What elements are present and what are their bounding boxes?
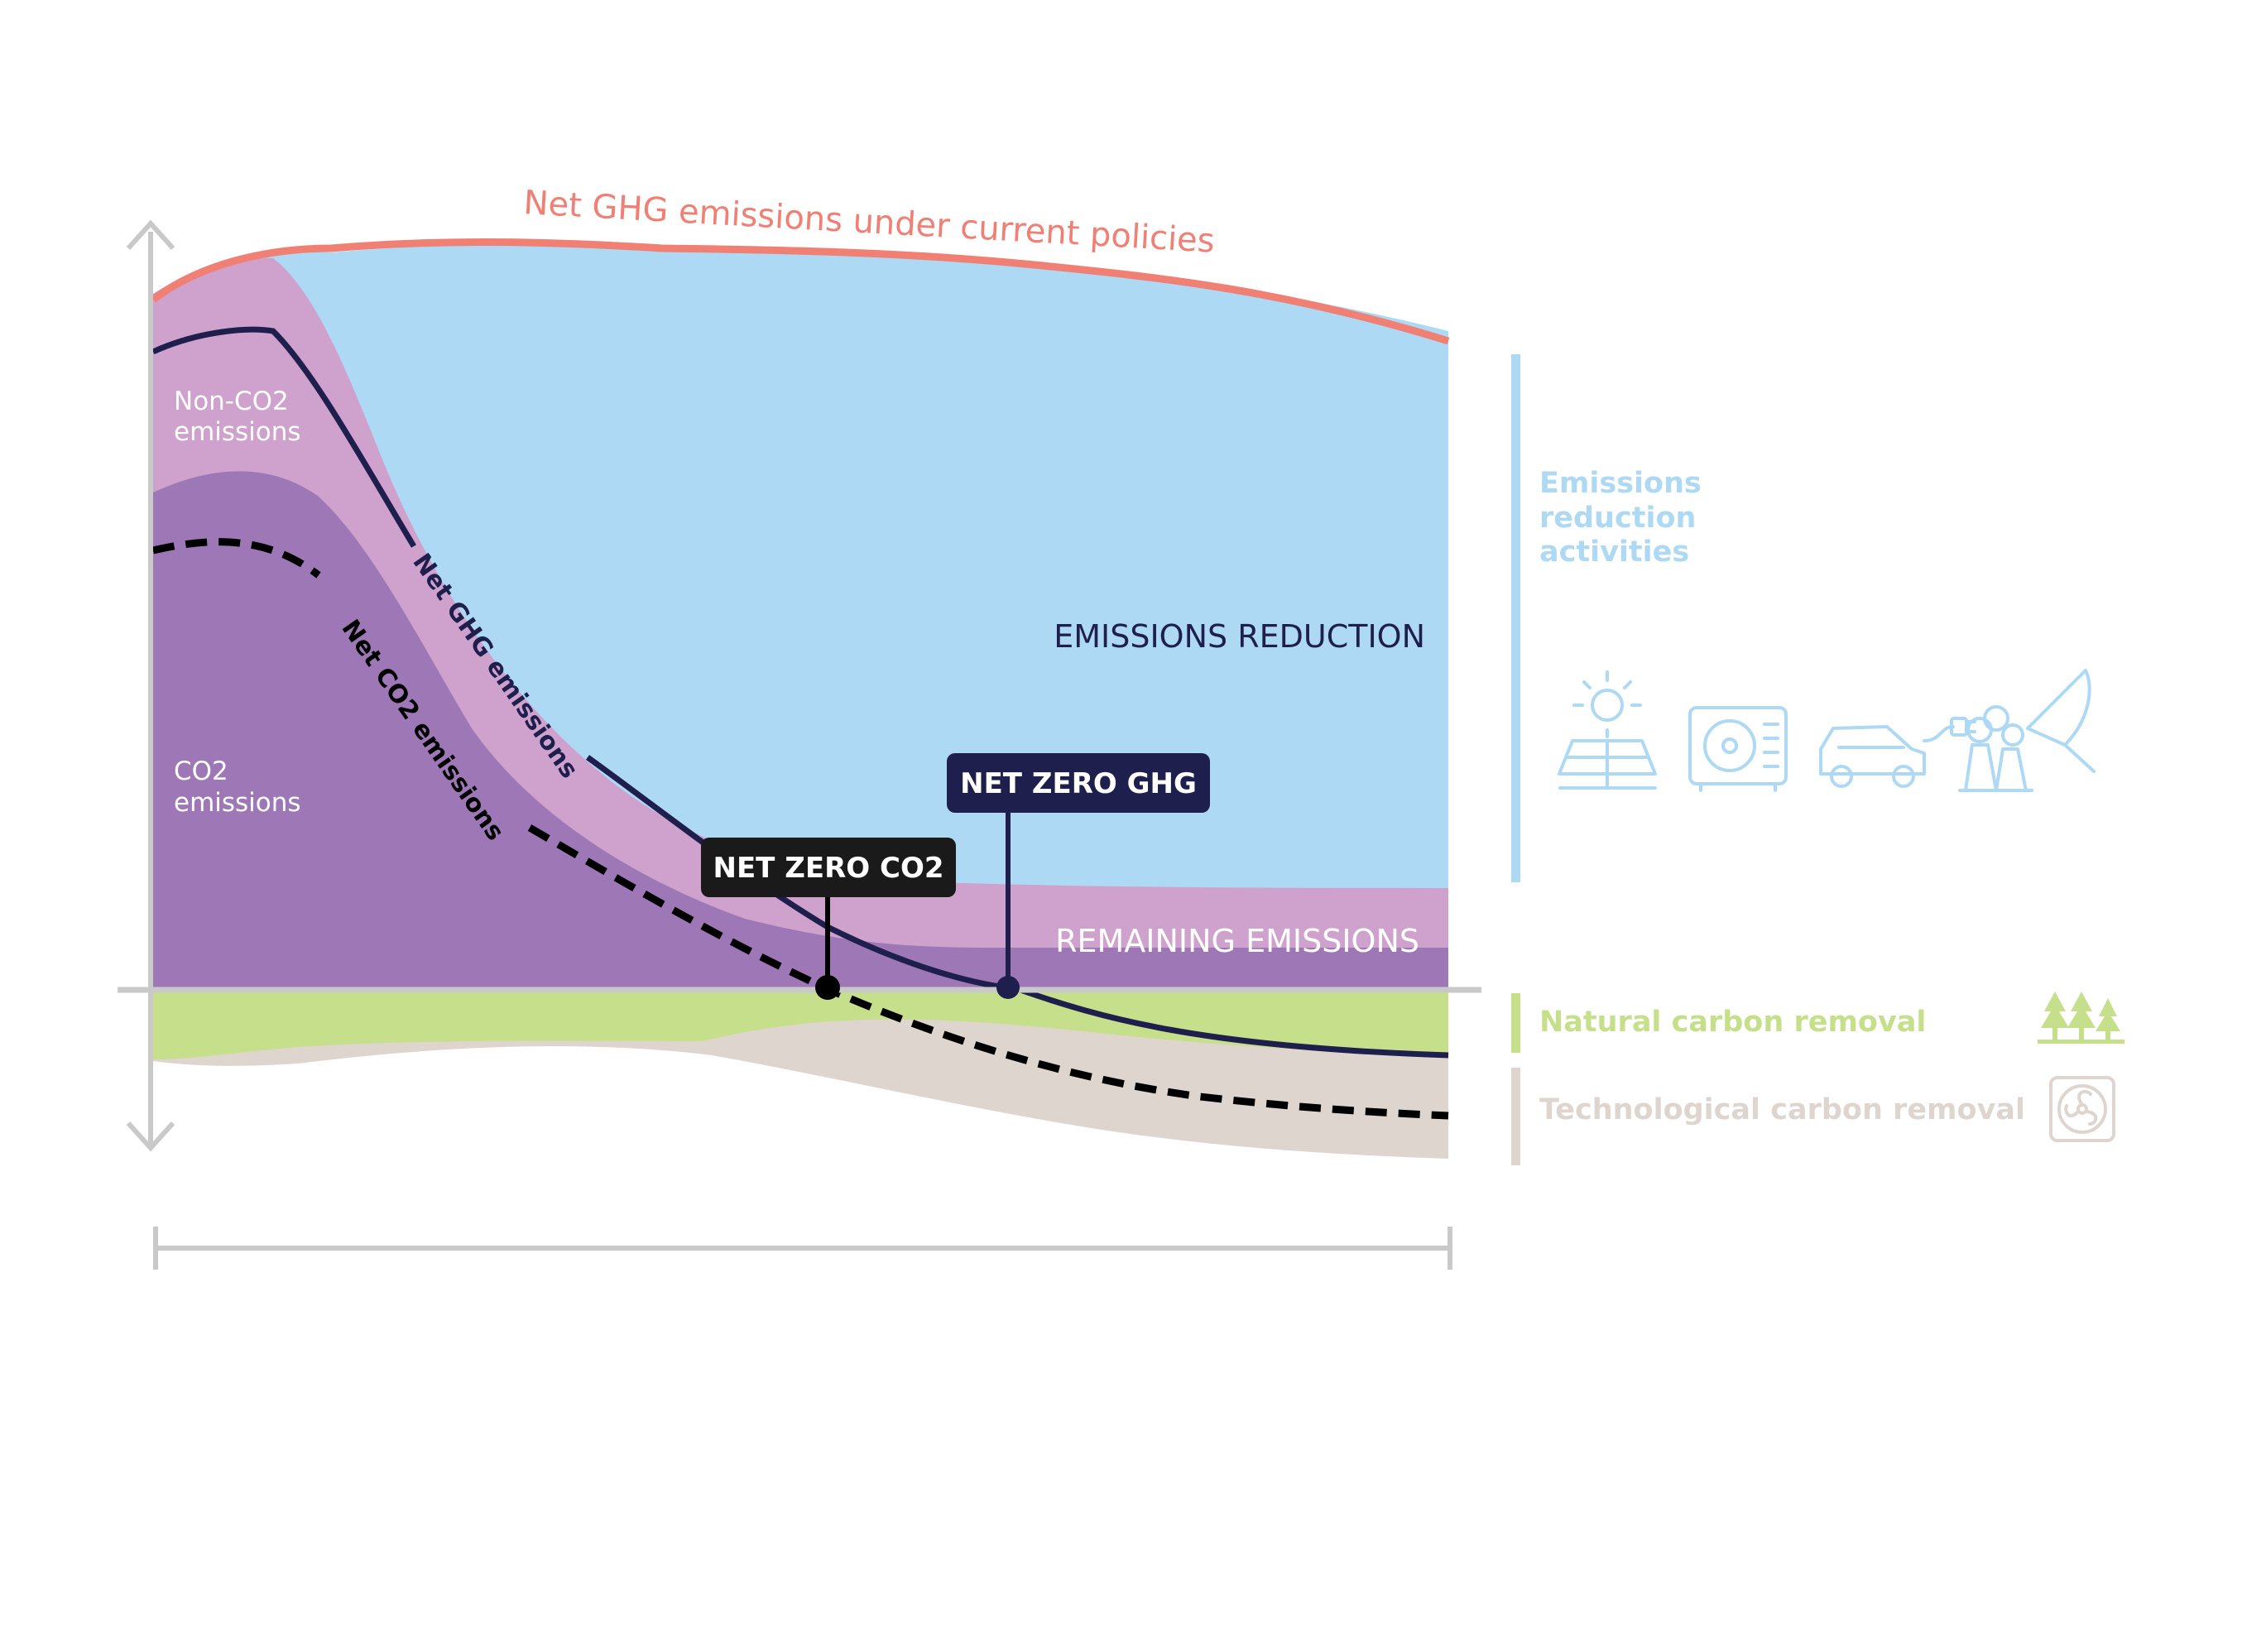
net-zero-ghg-point [996,976,1020,999]
net-co2-emissions-line-lower [527,824,1449,1120]
net-zero-ghg-label: NET ZERO GHG [960,767,1197,800]
natural-carbon-removal-area [153,991,1448,1059]
legend-natural-label: Natural carbon removal [1539,1006,1926,1039]
legend-natural-bar [1511,993,1520,1053]
legend-tech-label: Technological carbon removal [1539,1093,2025,1126]
fan-icon [2049,1076,2115,1142]
net-zero-co2-point [815,975,840,1000]
non-co2-label-line1: Non-CO2 [174,387,289,416]
y-axis-arrow-top [126,219,175,251]
net-zero-co2-badge [701,838,956,897]
industry-capture-icon [1958,669,2096,792]
legend-reduction-bar [1511,354,1520,882]
electric-car-icon [1819,717,1976,788]
co2-label-line2: emissions [174,788,301,818]
solar-panel-icon [1558,670,1657,790]
non-co2-label-line2: emissions [174,417,301,447]
legend-reduction-line1: Emissions [1539,467,1702,500]
net-ghg-emissions-line [151,326,417,548]
y-axis-arrow-bottom [126,1121,175,1152]
forest-icon [2038,992,2124,1044]
current-policies-line [151,238,1450,345]
legend-reduction-line3: activities [1539,535,1689,569]
co2-emissions-area [153,471,1448,989]
co2-label-line1: CO2 [174,756,228,786]
emissions-reduction-label: EMISSIONS REDUCTION [1054,618,1425,655]
net-zero-co2-label: NET ZERO CO2 [713,852,943,885]
heat-pump-icon [1688,706,1788,792]
remaining-emissions-label: REMAINING EMISSIONS [1055,923,1419,959]
net-co2-emissions-line [151,538,321,579]
legend-reduction-line2: reduction [1539,502,1696,535]
net-zero-ghg-badge [947,753,1210,813]
legend-tech-bar [1511,1068,1520,1165]
